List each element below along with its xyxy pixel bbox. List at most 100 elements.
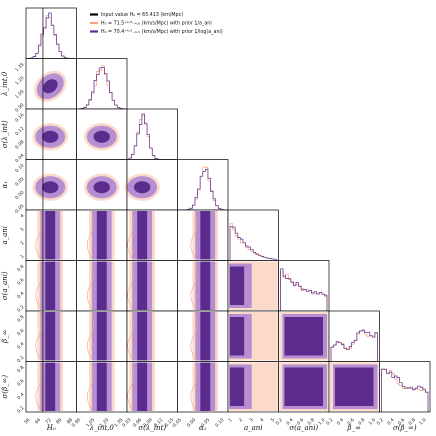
x-tick-label: 0.2	[275, 417, 284, 426]
contour-line	[87, 365, 94, 410]
cell-sig_lam-sig_lam	[126, 108, 178, 160]
legend: Input value H₀ = 65.413 (km/Mpc) H₀ = 71.…	[90, 12, 223, 35]
contour-line	[127, 314, 135, 360]
contour-inner-prior-1-over-log-a	[230, 367, 245, 406]
cell-H0-sig_b: 56 64 72 80 88 0.8 0.6 0.4 0.2	[16, 361, 77, 425]
cell-lam-sig_a	[76, 260, 128, 312]
cell-H0-beta: 0.8 0.6 0.4 0.2	[16, 310, 77, 364]
contour-line	[35, 264, 43, 309]
x-axis-label-sig_b: σ(β_∞)	[393, 424, 417, 432]
x-tick-label: 1.0	[317, 417, 326, 426]
x-tick-label: 2	[238, 417, 244, 423]
cell-lam-alpha	[76, 159, 128, 211]
x-tick-label: 0.2	[325, 417, 334, 426]
cell-beta-beta	[328, 310, 380, 362]
x-tick-label: 0.4	[336, 417, 345, 426]
legend-entry: H₀ = 70.4⁺⁴·⁹₋₄.₅ (km/s/Mpc) with prior …	[101, 29, 223, 35]
x-tick-label: 5	[270, 417, 276, 423]
contour-line	[87, 264, 94, 309]
contour-inner-prior-1-over-log-a	[230, 266, 245, 305]
cell-alpha-sig_a	[177, 260, 229, 312]
y-tick-label: 0.4	[16, 392, 25, 401]
contour-inner-prior-1-over-log-a	[96, 362, 107, 411]
x-tick-label: 0.6	[397, 417, 406, 426]
y-tick-label: 0.6	[16, 328, 25, 337]
x-tick-label: 1.0	[418, 417, 427, 426]
x-tick-label: 0.03	[121, 417, 132, 428]
contour-inner-prior-1-over-log-a	[42, 130, 59, 143]
cell-H0-sig_lam: 0.16 0.12 0.08 0.04	[14, 108, 77, 164]
cell-H0-a_ani: 4 3 2 1	[19, 209, 77, 261]
cell-H0-sig_a: 0.8 0.6 0.4 0.2	[16, 260, 77, 313]
x-tick-label: 1.35	[113, 417, 124, 428]
x-tick-label: 64	[34, 417, 42, 425]
legend-entry: H₀ = 71.5⁺⁴·⁸₋₄.₆ (km/s/Mpc) with prior …	[101, 21, 212, 27]
cell-a_ani-beta	[227, 310, 279, 362]
cell-bg	[329, 311, 380, 362]
contour-line	[87, 314, 94, 360]
y-tick-label: 3	[19, 227, 25, 233]
x-tick-label: 0.4	[386, 417, 395, 426]
contour-inner-prior-1-over-log-a	[230, 317, 245, 356]
histogram-prior-1-over-log-a	[280, 268, 328, 311]
cell-bg	[278, 260, 329, 311]
y-tick-label: -0.05	[13, 203, 26, 216]
x-tick-label: 1.20	[99, 417, 110, 428]
x-tick-label: 1.0	[368, 417, 377, 426]
contour-inner-prior-1-over-log-a	[137, 211, 148, 260]
contour-line	[190, 314, 198, 360]
x-tick-label: 0.4	[285, 417, 294, 426]
x-tick-label: 0.6	[346, 417, 355, 426]
y-tick-label: 1	[19, 254, 25, 260]
cell-sig_lam-sig_a	[126, 260, 178, 312]
cell-a_ani-sig_a	[227, 260, 279, 312]
cell-sig_a-sig_b: 0.2 0.4 0.6 0.8 1.0	[275, 361, 330, 426]
y-axis-label-alpha: α₁	[1, 181, 9, 189]
cell-sig_lam-alpha	[124, 159, 178, 211]
x-tick-label: 0.12	[153, 417, 164, 428]
contour-inner-prior-1-over-log-a	[42, 181, 59, 194]
y-tick-label: 0.04	[14, 153, 25, 164]
y-axis-label-a_ani: a_ani	[1, 226, 9, 245]
x-tick-label: 0.09	[142, 417, 153, 428]
contour-inner-prior-1-over-log-a	[200, 211, 211, 260]
y-tick-label: 0.6	[16, 378, 25, 387]
y-axis-label-lam: λ_int,0	[1, 71, 9, 97]
y-tick-label: 0.12	[14, 126, 25, 137]
cell-a_ani-a_ani	[227, 209, 279, 261]
x-tick-label: 1.05	[85, 417, 96, 428]
x-tick-label: 0.2	[376, 417, 385, 426]
contour-inner-prior-1-over-log-a	[133, 181, 151, 194]
y-tick-label: 0.05	[14, 176, 25, 187]
x-tick-label: 56	[23, 417, 31, 425]
histogram-prior-1-over-log-a	[381, 368, 429, 412]
contour-inner-prior-1-over-log-a	[45, 312, 56, 361]
x-tick-label: 0.6	[296, 417, 305, 426]
cell-alpha-sig_b: -0.05 0.00 0.05 0.10	[170, 361, 229, 430]
x-tick-label: 0.90	[71, 417, 82, 428]
contour-line	[35, 314, 43, 360]
y-tick-label: 1.05	[14, 89, 25, 100]
cell-alpha-a_ani	[177, 209, 229, 261]
y-tick-label: 2	[19, 240, 25, 246]
y-tick-label: 1.20	[14, 75, 25, 86]
cell-alpha-beta	[177, 310, 229, 362]
y-tick-label: 0.16	[14, 112, 25, 123]
cell-beta-sig_b: 0.2 0.4 0.6 0.8 1.0	[325, 361, 380, 426]
x-tick-label: 0.05	[200, 417, 211, 428]
y-tick-label: 0.8	[16, 365, 25, 374]
contour-line	[87, 213, 94, 259]
contour-inner-prior-1-over-log-a	[42, 79, 58, 94]
contour-line	[127, 213, 135, 259]
cell-H0-lam: 1.35 1.20 1.05 0.90	[14, 58, 77, 114]
y-tick-label: 0.8	[16, 314, 25, 323]
x-axis-label-beta: β_∞	[347, 424, 361, 432]
contour-inner-prior-1-over-log-a	[335, 367, 374, 406]
x-tick-label: 3	[248, 417, 254, 423]
x-tick-label: 0.8	[357, 417, 366, 426]
y-tick-label: 0.2	[16, 355, 25, 364]
cell-sig_lam-a_ani	[126, 209, 178, 261]
contour-inner-prior-1-over-log-a	[96, 312, 107, 361]
cell-sig_a-beta	[278, 310, 330, 362]
